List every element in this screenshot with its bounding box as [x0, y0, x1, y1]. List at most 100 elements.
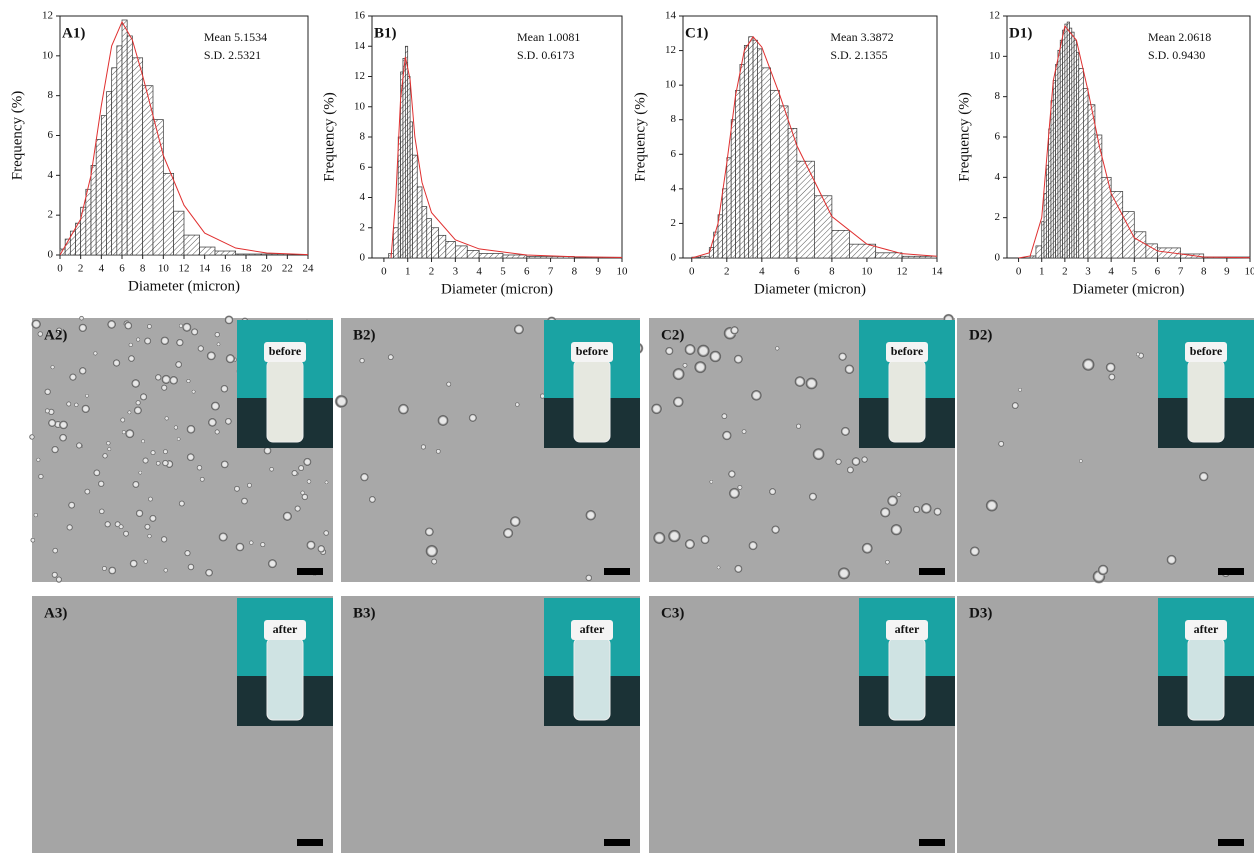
y-tick-label: 6 — [671, 148, 677, 160]
bar — [735, 89, 741, 259]
inset-label: before — [269, 344, 302, 358]
bar — [402, 57, 406, 259]
x-tick-label: 14 — [199, 263, 211, 275]
droplet — [218, 532, 229, 542]
x-tick-label: 8 — [140, 263, 146, 275]
droplet — [684, 343, 697, 356]
x-tick-label: 22 — [282, 263, 293, 275]
droplet — [139, 392, 148, 401]
bar — [409, 121, 413, 259]
droplet — [220, 460, 229, 469]
droplet — [585, 574, 593, 582]
droplet — [468, 413, 478, 423]
y-tick-label: 8 — [995, 90, 1001, 102]
mean-annotation: Mean 5.1534 — [204, 30, 267, 44]
droplet — [58, 433, 68, 442]
droplet — [1198, 471, 1209, 482]
droplet — [173, 425, 179, 430]
y-tick-label: 12 — [354, 70, 365, 82]
y-tick-label: 0 — [671, 252, 677, 264]
bar — [116, 45, 123, 256]
x-tick-label: 16 — [220, 263, 232, 275]
droplet — [805, 376, 819, 391]
droplet — [98, 508, 105, 515]
droplet — [435, 448, 441, 454]
bar — [173, 210, 185, 256]
droplet — [737, 484, 743, 491]
vial — [1187, 359, 1225, 443]
bar — [757, 48, 763, 259]
droplet — [97, 480, 105, 488]
droplet — [93, 469, 101, 477]
droplet — [160, 384, 168, 392]
vial-cap — [1185, 342, 1227, 362]
sd-annotation: S.D. 0.6173 — [517, 48, 574, 62]
bar — [466, 250, 480, 259]
droplet — [118, 524, 124, 530]
x-tick-label: 4 — [99, 263, 105, 275]
bar — [261, 253, 288, 256]
bar — [121, 19, 128, 256]
x-tick-label: 3 — [453, 266, 459, 278]
droplet — [122, 530, 130, 537]
x-tick-label: 2 — [1062, 266, 1068, 278]
droplet — [220, 384, 229, 393]
droplet — [65, 401, 72, 407]
droplet — [190, 328, 199, 336]
x-tick-label: 1 — [1039, 266, 1045, 278]
droplet — [708, 350, 722, 363]
droplet — [297, 464, 305, 472]
droplet — [224, 417, 233, 425]
bar — [426, 218, 432, 259]
droplet — [214, 331, 221, 338]
panel-label: A3) — [44, 605, 67, 621]
droplet — [709, 479, 714, 484]
y-tick-label: 14 — [665, 10, 677, 22]
droplet — [890, 523, 903, 536]
droplet — [44, 388, 52, 396]
bar — [199, 246, 216, 256]
droplet — [162, 448, 169, 455]
droplet — [37, 331, 44, 337]
x-tick-label: 7 — [548, 266, 554, 278]
x-tick-label: 24 — [303, 263, 315, 275]
y-tick-label: 10 — [989, 50, 1001, 62]
scale-bar — [297, 839, 323, 846]
droplet — [50, 364, 55, 370]
droplet — [306, 540, 316, 551]
y-tick-label: 0 — [48, 249, 54, 261]
droplet — [334, 394, 349, 409]
droplet — [727, 470, 736, 479]
droplet — [108, 566, 117, 575]
panel-label: D1) — [1009, 25, 1032, 41]
y-tick-label: 6 — [995, 131, 1001, 143]
x-tick-label: 12 — [179, 263, 190, 275]
droplet — [969, 545, 981, 557]
x-tick-label: 8 — [829, 266, 835, 278]
droplet — [1081, 357, 1096, 372]
bar — [445, 241, 456, 259]
y-tick-label: 10 — [354, 100, 366, 112]
droplet — [199, 476, 205, 482]
droplet — [750, 389, 763, 402]
droplet — [147, 533, 152, 539]
droplet — [224, 315, 234, 325]
droplet — [81, 404, 91, 414]
fit-line — [390, 56, 623, 259]
mean-annotation: Mean 2.0618 — [1148, 30, 1211, 44]
bar — [778, 105, 789, 259]
droplet — [650, 403, 663, 415]
inset-label: before — [576, 344, 609, 358]
droplet — [135, 337, 141, 342]
droplet — [539, 393, 546, 399]
droplet — [721, 430, 732, 441]
scale-bar — [297, 568, 323, 575]
y-axis-label: Frequency (%) — [321, 92, 337, 182]
y-tick-label: 4 — [671, 182, 677, 194]
droplet — [175, 338, 184, 347]
panel-label: C1) — [685, 25, 708, 41]
droplet — [133, 406, 143, 415]
droplet — [696, 343, 711, 358]
bar — [700, 255, 710, 259]
droplet — [317, 544, 326, 553]
